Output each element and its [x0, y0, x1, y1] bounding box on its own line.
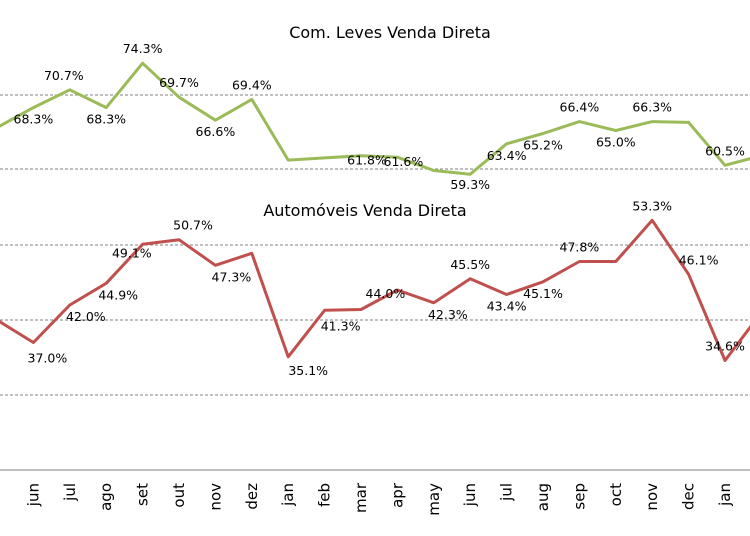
- series-1-label-5: 50.7%: [173, 218, 213, 233]
- series-1-label-13: 45.5%: [450, 257, 490, 272]
- x-tick-label-6: dez: [243, 483, 261, 510]
- x-tick-label-12: jun: [461, 483, 479, 507]
- series-1-label-9: 41.3%: [321, 318, 361, 333]
- series-1-label-14: 43.4%: [487, 299, 527, 314]
- x-tick-label-2: ago: [97, 483, 115, 511]
- x-tick-label-1: jul: [61, 483, 79, 502]
- series-0-label-17: 65.0%: [596, 135, 636, 150]
- series-0-label-16: 66.4%: [560, 100, 600, 115]
- series-0-label-6: 66.6%: [196, 124, 236, 139]
- series-1-label-3: 44.9%: [98, 287, 138, 302]
- panel-title-1: Automóveis Venda Direta: [263, 201, 466, 220]
- panel-title-0: Com. Leves Venda Direta: [289, 23, 491, 42]
- x-tick-label-16: oct: [607, 483, 625, 506]
- series-1-label-20: 34.6%: [705, 339, 745, 354]
- series-1-label-19: 46.1%: [679, 252, 719, 267]
- series-0-label-4: 74.3%: [123, 41, 163, 56]
- series-1-label-7: 49.1%: [112, 245, 152, 260]
- series-1-label-8: 35.1%: [288, 363, 328, 378]
- series-1-label-16: 47.8%: [560, 240, 600, 255]
- x-tick-label-11: may: [425, 483, 443, 516]
- x-tick-label-9: mar: [352, 482, 370, 513]
- x-tick-label-19: jan: [716, 483, 734, 507]
- series-0-label-2: 70.7%: [44, 68, 84, 83]
- x-tick-label-7: jan: [279, 483, 297, 507]
- series-1-label-11: 44.0%: [366, 286, 406, 301]
- series-0-label-11: 61.6%: [384, 154, 424, 169]
- series-0-label-13: 59.3%: [450, 177, 490, 192]
- series-0-label-10: 61.8%: [347, 153, 387, 168]
- x-tick-label-10: apr: [388, 482, 406, 508]
- series-1-label-12: 42.3%: [428, 307, 468, 322]
- series-0-label-18: 66.3%: [632, 100, 672, 115]
- series-0-label-15: 65.2%: [523, 138, 563, 153]
- x-tick-label-3: set: [134, 483, 152, 506]
- x-tick-label-0: jun: [24, 483, 42, 507]
- series-1-label-2: 42.0%: [66, 309, 106, 324]
- series-0-label-7: 69.4%: [232, 77, 272, 92]
- series-1-label-1: 37.0%: [28, 351, 68, 366]
- x-tick-label-18: dec: [680, 483, 698, 510]
- series-0-label-14: 63.4%: [487, 148, 527, 163]
- series-0-label-5: 69.7%: [159, 75, 199, 90]
- x-tick-label-5: nov: [206, 483, 224, 511]
- series-0-label-3: 68.3%: [86, 112, 126, 127]
- x-tick-label-4: out: [170, 483, 188, 508]
- x-tick-label-13: jul: [498, 483, 516, 502]
- series-0-label-20: 60.5%: [705, 143, 745, 158]
- x-tick-label-8: feb: [316, 483, 334, 507]
- series-0-label-1: 68.3%: [14, 112, 54, 127]
- series-1-label-15: 45.1%: [523, 286, 563, 301]
- series-1-label-18: 53.3%: [632, 198, 672, 213]
- x-tick-label-15: sep: [570, 483, 588, 510]
- x-tick-label-14: aug: [534, 483, 552, 511]
- series-1-label-6: 47.3%: [212, 269, 252, 284]
- x-tick-label-17: nov: [643, 483, 661, 511]
